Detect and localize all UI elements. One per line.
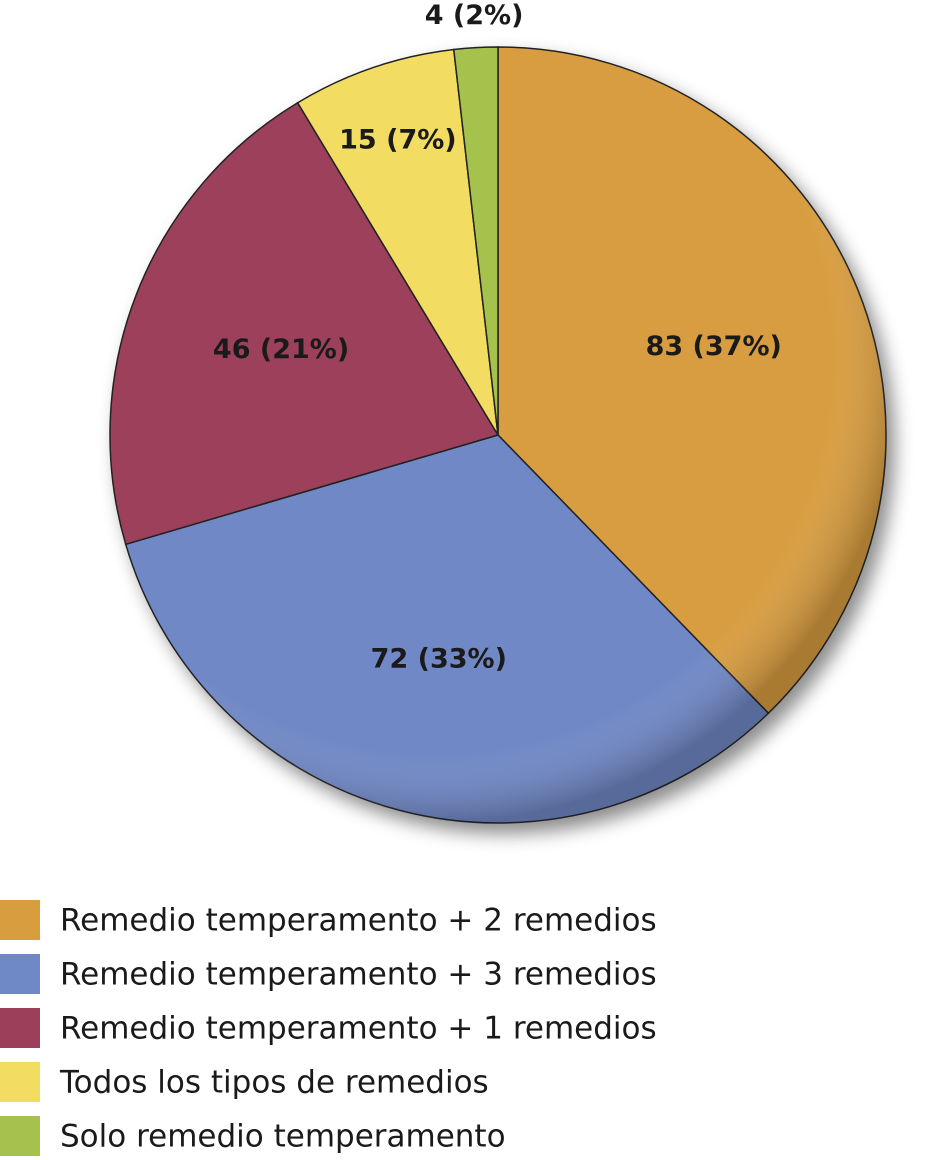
legend-swatch	[0, 900, 40, 940]
legend-label: Todos los tipos de remedios	[59, 1065, 489, 1101]
legend-label: Remedio temperamento + 3 remedios	[60, 957, 657, 993]
legend-label: Remedio temperamento + 1 remedios	[60, 1011, 657, 1047]
legend: Remedio temperamento + 2 remedios Remedio…	[0, 900, 657, 1156]
legend-swatch	[0, 1008, 40, 1048]
pie	[109, 46, 887, 824]
legend-label: Remedio temperamento + 2 remedios	[60, 903, 657, 939]
legend-swatch	[0, 1116, 40, 1156]
data-label: 83 (37%)	[646, 331, 782, 362]
data-label: 4 (2%)	[425, 0, 524, 31]
legend-swatch	[0, 954, 40, 994]
data-label: 15 (7%)	[339, 125, 457, 156]
data-label: 46 (21%)	[213, 334, 349, 365]
legend-label: Solo remedio temperamento	[60, 1119, 506, 1155]
data-label: 72 (33%)	[371, 644, 507, 675]
legend-swatch	[0, 1062, 40, 1102]
